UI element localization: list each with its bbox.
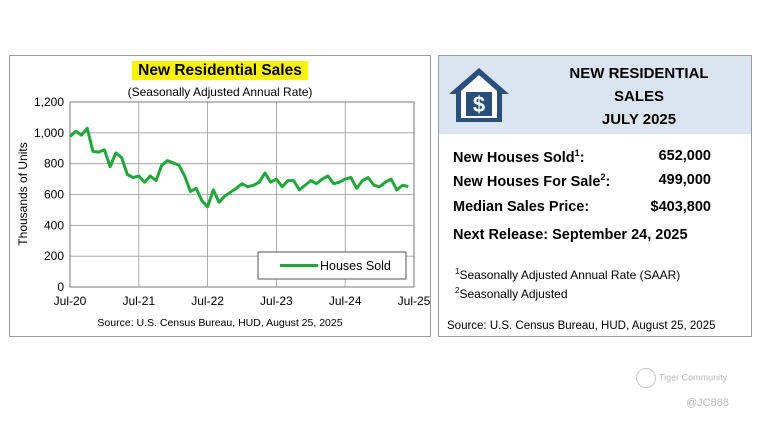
legend-label-houses-sold: Houses Sold [320,259,391,273]
x-tick-label: Jul-20 [54,294,87,308]
chart-source: Source: U.S. Census Bureau, HUD, August … [97,317,343,329]
x-tick-label: Jul-22 [191,294,224,308]
footnote-1: 1Seasonally Adjusted Annual Rate (SAAR) [455,267,680,282]
footnote-text: Seasonally Adjusted [459,287,568,301]
stat-row-median-price: Median Sales Price: $403,800 [453,199,711,215]
series-line-houses-sold [68,126,409,209]
footnote-text: Seasonally Adjusted Annual Rate (SAAR) [459,268,681,282]
info-title-line-3: JULY 2025 [601,111,677,128]
info-panel: $ NEW RESIDENTIAL SALES JULY 2025 New Ho… [438,55,752,337]
chart-title: New Residential Sales [132,61,308,80]
chart-subtitle: (Seasonally Adjusted Annual Rate) [127,85,313,99]
watermark-brand: Tiger Community [636,368,727,388]
info-title-line-1: NEW RESIDENTIAL [569,65,709,82]
svg-text:$: $ [473,92,485,117]
x-tick-label: Jul-23 [260,294,293,308]
stat-row-houses-for-sale: New Houses For Sale2: 499,000 [453,172,711,190]
house-dollar-icon: $ [449,68,509,122]
tiger-logo-icon [636,368,656,388]
stat-row-next-release: Next Release: September 24, 2025 [453,227,733,243]
stat-row-houses-sold: New Houses Sold1: 652,000 [453,148,711,166]
stat-label: New Houses For Sale [453,173,601,190]
y-tick-label: 1,000 [34,126,64,140]
stat-label: Median Sales Price: [453,199,590,215]
line-chart: 0 200 400 600 800 1,000 1,200 Jul-20 Jul-21 Jul-… [16,95,430,308]
y-tick-label: 800 [44,157,64,171]
y-tick-label: 0 [57,280,64,294]
footnote-mark: 2 [455,286,460,295]
legend: Houses Sold [257,251,407,280]
stat-footnote-mark: 1 [574,148,580,158]
y-tick-label: 400 [44,218,64,232]
x-tick-label: Jul-24 [329,294,362,308]
watermark-handle: @JC888 [686,397,729,409]
info-title-line-2: SALES [613,88,664,105]
info-header: $ NEW RESIDENTIAL SALES JULY 2025 [439,56,751,134]
stat-value: $403,800 [650,199,711,215]
stat-value: 499,000 [658,172,711,188]
chart-title-wrap: New Residential Sales [10,61,430,80]
plot-area [69,101,415,288]
footnote-2: 2Seasonally Adjusted [455,286,568,301]
footnote-mark: 1 [455,267,460,276]
stat-label: New Houses Sold [453,149,575,166]
y-tick-label: 200 [44,249,64,263]
y-tick-label: 600 [44,188,64,202]
info-source: Source: U.S. Census Bureau, HUD, August … [447,320,716,332]
stat-value: 652,000 [658,148,711,164]
x-tick-label: Jul-25 [398,294,430,308]
info-title: NEW RESIDENTIAL SALES JULY 2025 [539,62,739,131]
y-tick-label: 1,200 [34,95,64,109]
x-tick-label: Jul-21 [122,294,155,308]
watermark-brand-text: Tiger Community [659,372,728,383]
chart-panel: New Residential Sales (Seasonally Adjust… [9,55,431,337]
y-axis-label: Thousands of Units [16,142,30,245]
stat-label: Next Release: September 24, 2025 [453,227,688,243]
stat-footnote-mark: 2 [600,172,606,182]
